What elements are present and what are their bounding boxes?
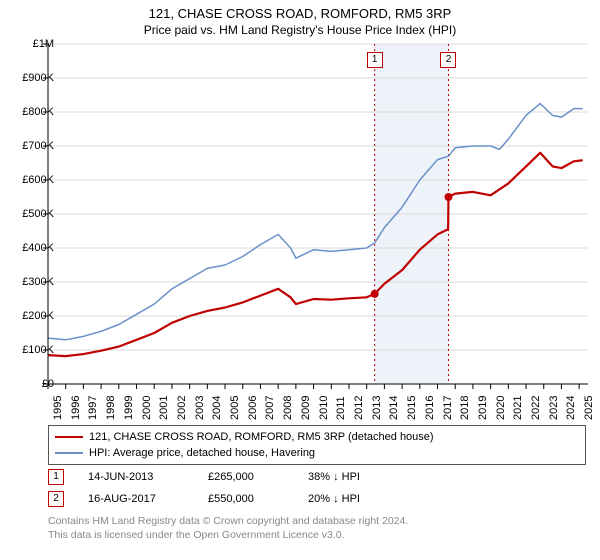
x-axis-label: 1998 bbox=[105, 396, 117, 420]
legend-item-hpi: HPI: Average price, detached house, Have… bbox=[55, 445, 579, 461]
legend-swatch bbox=[55, 452, 83, 454]
sale-row: 2 16-AUG-2017 £550,000 20% ↓ HPI bbox=[48, 488, 586, 510]
x-axis-label: 2022 bbox=[530, 396, 542, 420]
chart-marker-box: 1 bbox=[367, 52, 383, 68]
y-axis-label: £700K bbox=[4, 140, 54, 152]
x-axis-label: 2008 bbox=[282, 396, 294, 420]
y-axis-label: £400K bbox=[4, 242, 54, 254]
y-axis-label: £900K bbox=[4, 72, 54, 84]
x-axis-label: 2014 bbox=[388, 396, 400, 420]
x-axis-label: 2012 bbox=[353, 396, 365, 420]
chart-marker-box: 2 bbox=[440, 52, 456, 68]
x-axis-label: 2004 bbox=[211, 396, 223, 420]
x-axis-label: 1997 bbox=[87, 396, 99, 420]
footer: Contains HM Land Registry data © Crown c… bbox=[48, 514, 408, 542]
y-axis-label: £300K bbox=[4, 276, 54, 288]
x-axis-label: 2023 bbox=[548, 396, 560, 420]
x-axis-label: 2016 bbox=[424, 396, 436, 420]
x-axis-label: 2009 bbox=[300, 396, 312, 420]
sale-row: 1 14-JUN-2013 £265,000 38% ↓ HPI bbox=[48, 466, 586, 488]
sale-marker-icon: 2 bbox=[48, 491, 64, 507]
chart-container: 121, CHASE CROSS ROAD, ROMFORD, RM5 3RP … bbox=[0, 0, 600, 560]
x-axis-label: 2003 bbox=[194, 396, 206, 420]
sale-marker-icon: 1 bbox=[48, 469, 64, 485]
y-axis-label: £600K bbox=[4, 174, 54, 186]
legend-label: HPI: Average price, detached house, Have… bbox=[89, 447, 315, 459]
sales-table: 1 14-JUN-2013 £265,000 38% ↓ HPI 2 16-AU… bbox=[48, 466, 586, 510]
x-axis-label: 1996 bbox=[70, 396, 82, 420]
x-axis-label: 2013 bbox=[371, 396, 383, 420]
y-axis-label: £100K bbox=[4, 344, 54, 356]
y-axis-label: £800K bbox=[4, 106, 54, 118]
x-axis-label: 2000 bbox=[141, 396, 153, 420]
x-axis-label: 2019 bbox=[477, 396, 489, 420]
page-title: 121, CHASE CROSS ROAD, ROMFORD, RM5 3RP bbox=[0, 0, 600, 21]
y-axis-label: £200K bbox=[4, 310, 54, 322]
legend-label: 121, CHASE CROSS ROAD, ROMFORD, RM5 3RP … bbox=[89, 431, 434, 443]
x-axis-label: 1995 bbox=[52, 396, 64, 420]
y-axis-label: £0 bbox=[4, 378, 54, 390]
sale-date: 16-AUG-2017 bbox=[88, 493, 208, 505]
sale-price: £550,000 bbox=[208, 493, 308, 505]
sale-price: £265,000 bbox=[208, 471, 308, 483]
x-axis-label: 2020 bbox=[495, 396, 507, 420]
sale-delta: 38% ↓ HPI bbox=[308, 471, 428, 483]
x-axis-label: 2005 bbox=[229, 396, 241, 420]
x-axis-label: 2017 bbox=[442, 396, 454, 420]
x-axis-label: 2006 bbox=[247, 396, 259, 420]
footer-line: Contains HM Land Registry data © Crown c… bbox=[48, 514, 408, 528]
page-subtitle: Price paid vs. HM Land Registry's House … bbox=[0, 21, 600, 37]
x-axis-label: 2021 bbox=[512, 396, 524, 420]
y-axis-label: £500K bbox=[4, 208, 54, 220]
x-axis-label: 2018 bbox=[459, 396, 471, 420]
x-axis-label: 2011 bbox=[335, 396, 347, 420]
sale-delta: 20% ↓ HPI bbox=[308, 493, 428, 505]
x-axis-label: 1999 bbox=[123, 396, 135, 420]
footer-line: This data is licensed under the Open Gov… bbox=[48, 528, 408, 542]
sale-date: 14-JUN-2013 bbox=[88, 471, 208, 483]
legend: 121, CHASE CROSS ROAD, ROMFORD, RM5 3RP … bbox=[48, 425, 586, 465]
x-axis-label: 2010 bbox=[318, 396, 330, 420]
x-axis-label: 2001 bbox=[158, 396, 170, 420]
chart-area bbox=[48, 44, 588, 384]
x-axis-label: 2002 bbox=[176, 396, 188, 420]
x-axis-label: 2015 bbox=[406, 396, 418, 420]
line-chart bbox=[48, 44, 588, 384]
x-axis-label: 2025 bbox=[583, 396, 595, 420]
x-axis-label: 2007 bbox=[264, 396, 276, 420]
legend-item-property: 121, CHASE CROSS ROAD, ROMFORD, RM5 3RP … bbox=[55, 429, 579, 445]
y-axis-label: £1M bbox=[4, 38, 54, 50]
x-axis-label: 2024 bbox=[565, 396, 577, 420]
legend-swatch bbox=[55, 436, 83, 438]
